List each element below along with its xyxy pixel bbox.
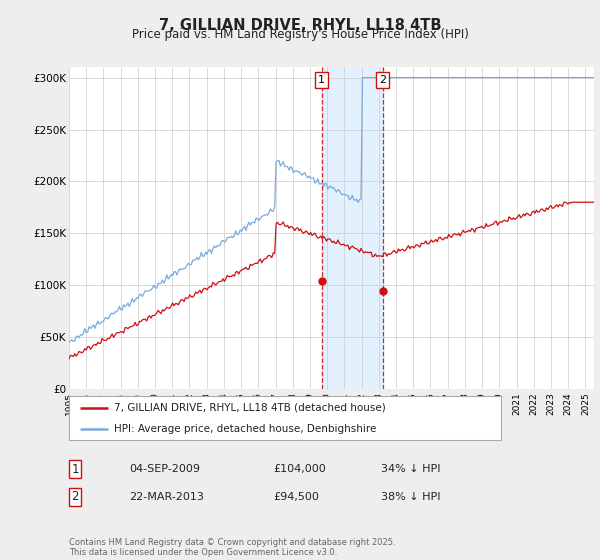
Text: £104,000: £104,000	[273, 464, 326, 474]
Text: 38% ↓ HPI: 38% ↓ HPI	[381, 492, 440, 502]
Text: 34% ↓ HPI: 34% ↓ HPI	[381, 464, 440, 474]
Text: 7, GILLIAN DRIVE, RHYL, LL18 4TB (detached house): 7, GILLIAN DRIVE, RHYL, LL18 4TB (detach…	[115, 403, 386, 413]
Text: 7, GILLIAN DRIVE, RHYL, LL18 4TB: 7, GILLIAN DRIVE, RHYL, LL18 4TB	[159, 18, 441, 32]
Text: 2: 2	[379, 75, 386, 85]
Text: 22-MAR-2013: 22-MAR-2013	[129, 492, 204, 502]
Text: HPI: Average price, detached house, Denbighshire: HPI: Average price, detached house, Denb…	[115, 424, 377, 434]
Text: 04-SEP-2009: 04-SEP-2009	[129, 464, 200, 474]
Text: 1: 1	[318, 75, 325, 85]
Text: 2: 2	[71, 490, 79, 503]
Text: 1: 1	[71, 463, 79, 476]
Text: Contains HM Land Registry data © Crown copyright and database right 2025.
This d: Contains HM Land Registry data © Crown c…	[69, 538, 395, 557]
Text: £94,500: £94,500	[273, 492, 319, 502]
Text: Price paid vs. HM Land Registry's House Price Index (HPI): Price paid vs. HM Land Registry's House …	[131, 28, 469, 41]
Bar	[322, 67, 383, 389]
